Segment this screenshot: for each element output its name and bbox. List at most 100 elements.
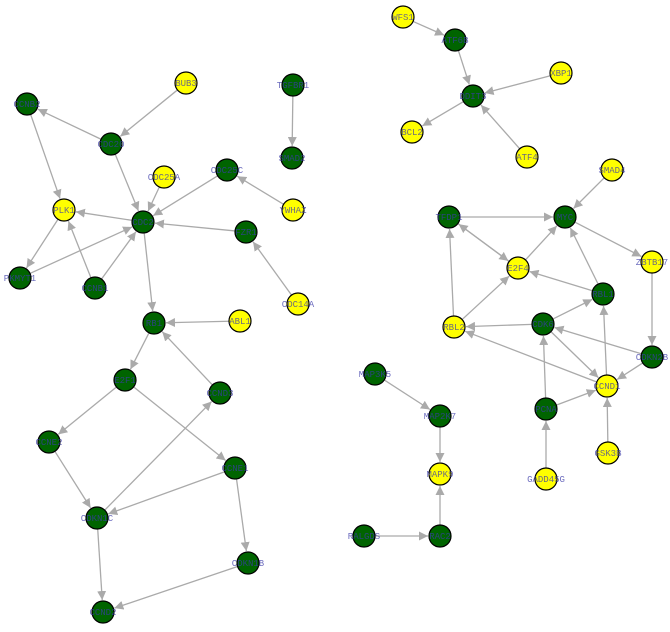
node-circle[interactable]	[215, 158, 239, 182]
node-TFDP1[interactable]: TFDP1	[435, 205, 463, 229]
node-circle[interactable]	[391, 5, 415, 29]
node-CDKN1C[interactable]: CDKN1C	[81, 506, 114, 530]
node-RBL2[interactable]: RBL2	[442, 315, 466, 339]
node-RBL1[interactable]: RBL1	[591, 282, 615, 306]
node-CDC20[interactable]: CDC20	[97, 132, 125, 156]
node-circle[interactable]	[91, 600, 115, 624]
edge-XBP1-DDIT3	[484, 75, 551, 96]
node-circle[interactable]	[400, 120, 424, 144]
node-circle[interactable]	[131, 210, 155, 234]
node-circle[interactable]	[281, 73, 305, 97]
node-circle[interactable]	[506, 256, 530, 280]
node-MAP3K5[interactable]: MAP3K5	[359, 362, 391, 386]
node-ZBTB17[interactable]: ZBTB17	[636, 250, 668, 274]
node-BUB3[interactable]: BUB3	[174, 71, 198, 95]
node-ATF6B[interactable]: ATF6B	[441, 28, 469, 52]
node-circle[interactable]	[534, 467, 558, 491]
node-WFS1[interactable]: WFS1	[391, 5, 415, 29]
node-circle[interactable]	[37, 430, 61, 454]
node-label: RB1	[146, 319, 162, 329]
node-label: PKMYT1	[4, 274, 36, 284]
node-circle[interactable]	[437, 205, 461, 229]
node-circle[interactable]	[442, 315, 466, 339]
node-CDC25A[interactable]: CDC25A	[148, 165, 181, 189]
node-circle[interactable]	[352, 524, 376, 548]
node-circle[interactable]	[443, 28, 467, 52]
node-circle[interactable]	[428, 524, 452, 548]
node-CCNE1[interactable]: CCNE1	[221, 456, 249, 480]
node-TGFBR1[interactable]: TGFBR1	[277, 73, 309, 97]
node-MAPK9[interactable]: MAPK9	[426, 462, 454, 486]
node-circle[interactable]	[534, 397, 558, 421]
node-CDC25C[interactable]: CDC25C	[211, 158, 244, 182]
node-SMAD2[interactable]: SMAD2	[278, 146, 306, 170]
node-circle[interactable]	[553, 205, 577, 229]
node-circle[interactable]	[236, 551, 260, 575]
node-E2F4[interactable]: E2F4	[506, 256, 530, 280]
node-circle[interactable]	[8, 266, 32, 290]
node-circle[interactable]	[281, 198, 305, 222]
node-circle[interactable]	[640, 345, 664, 369]
node-circle[interactable]	[596, 441, 620, 465]
node-BCL2[interactable]: BCL2	[400, 120, 424, 144]
node-circle[interactable]	[113, 368, 137, 392]
node-GADD45G[interactable]: GADD45G	[527, 467, 565, 491]
node-circle[interactable]	[363, 362, 387, 386]
node-circle[interactable]	[280, 146, 304, 170]
node-circle[interactable]	[228, 309, 252, 333]
node-PCNA[interactable]: PCNA	[534, 397, 558, 421]
node-circle[interactable]	[208, 381, 232, 405]
node-RB1[interactable]: RB1	[142, 311, 166, 335]
node-ATF4[interactable]: ATF4	[515, 145, 539, 169]
node-circle[interactable]	[142, 311, 166, 335]
node-PLK1[interactable]: PLK1	[52, 198, 76, 222]
node-CDC14A[interactable]: CDC14A	[282, 292, 315, 316]
node-CCNE2[interactable]: CCNE2	[35, 430, 63, 454]
node-circle[interactable]	[223, 456, 247, 480]
node-CCNB2[interactable]: CCNB2	[13, 92, 41, 116]
node-RAC2[interactable]: RAC2	[428, 524, 452, 548]
node-circle[interactable]	[640, 250, 664, 274]
node-XBP1[interactable]: XBP1	[549, 61, 573, 85]
node-CDC2[interactable]: CDC2	[131, 210, 155, 234]
edge-CDKN2B-CCND1	[616, 362, 644, 381]
node-CDKN1B[interactable]: CDKN1B	[232, 551, 265, 575]
node-circle[interactable]	[549, 61, 573, 85]
node-circle[interactable]	[591, 282, 615, 306]
node-circle[interactable]	[15, 92, 39, 116]
node-circle[interactable]	[461, 84, 485, 108]
node-MAP2K7[interactable]: MAP2K7	[424, 404, 456, 428]
node-YWHAZ[interactable]: YWHAZ	[279, 198, 307, 222]
node-CCND1[interactable]: CCND1	[593, 374, 621, 398]
node-circle[interactable]	[428, 462, 452, 486]
node-GSK3B[interactable]: GSK3B	[594, 441, 622, 465]
node-CDKN2B[interactable]: CDKN2B	[636, 345, 669, 369]
node-circle[interactable]	[174, 71, 198, 95]
node-CCND2[interactable]: CCND2	[89, 600, 117, 624]
node-ABL1[interactable]: ABL1	[228, 309, 252, 333]
node-CDK6[interactable]: CDK6	[531, 312, 555, 336]
node-RALGDS[interactable]: RALGDS	[348, 524, 380, 548]
node-circle[interactable]	[99, 132, 123, 156]
node-circle[interactable]	[595, 374, 619, 398]
node-PKMYT1[interactable]: PKMYT1	[4, 266, 36, 290]
node-circle[interactable]	[531, 312, 555, 336]
edge-WFS1-ATF6B	[412, 20, 445, 36]
node-circle[interactable]	[428, 404, 452, 428]
node-E2F1[interactable]: E2F1	[113, 368, 137, 392]
node-label: MAP2K7	[424, 412, 456, 422]
node-circle[interactable]	[600, 158, 624, 182]
node-circle[interactable]	[83, 276, 107, 300]
node-circle[interactable]	[85, 506, 109, 530]
node-CCND3[interactable]: CCND3	[206, 381, 234, 405]
node-circle[interactable]	[52, 198, 76, 222]
node-circle[interactable]	[234, 220, 258, 244]
node-circle[interactable]	[515, 145, 539, 169]
node-DDIT3[interactable]: DDIT3	[459, 84, 487, 108]
node-SMAD4[interactable]: SMAD4	[598, 158, 626, 182]
node-circle[interactable]	[152, 165, 176, 189]
node-FZR1[interactable]: FZR1	[234, 220, 258, 244]
node-circle[interactable]	[286, 292, 310, 316]
node-MYC[interactable]: MYC	[553, 205, 577, 229]
node-CCNB1[interactable]: CCNB1	[81, 276, 109, 300]
